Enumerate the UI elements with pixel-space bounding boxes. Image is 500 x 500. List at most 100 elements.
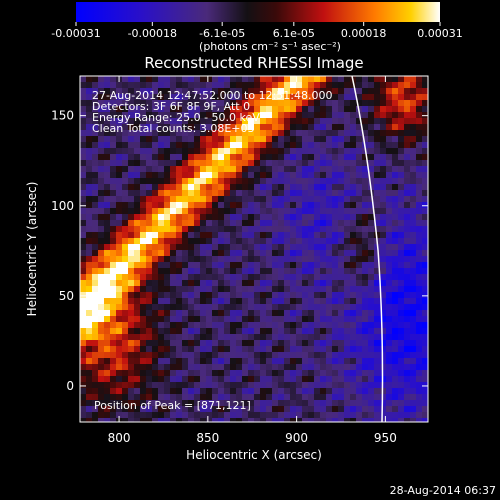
image-pixel: [212, 346, 219, 353]
image-pixel: [158, 268, 165, 275]
image-pixel: [140, 394, 147, 401]
image-pixel: [362, 310, 369, 317]
image-pixel: [80, 250, 87, 257]
image-pixel: [188, 382, 195, 389]
image-pixel: [284, 316, 291, 323]
image-pixel: [296, 244, 303, 251]
image-pixel: [188, 352, 195, 359]
image-pixel: [236, 298, 243, 305]
image-pixel: [140, 382, 147, 389]
image-pixel: [248, 406, 255, 413]
image-pixel: [374, 94, 381, 101]
image-pixel: [398, 178, 405, 185]
image-pixel: [194, 316, 201, 323]
image-pixel: [110, 160, 117, 167]
image-pixel: [338, 166, 345, 173]
image-pixel: [98, 358, 105, 365]
image-pixel: [86, 358, 93, 365]
image-pixel: [224, 388, 231, 395]
image-pixel: [116, 298, 123, 305]
image-pixel: [140, 88, 147, 95]
image-pixel: [326, 310, 333, 317]
image-pixel: [200, 382, 207, 389]
image-pixel: [326, 172, 333, 179]
image-pixel: [218, 370, 225, 377]
image-pixel: [260, 226, 267, 233]
image-pixel: [188, 280, 195, 287]
image-pixel: [206, 310, 213, 317]
image-pixel: [242, 280, 249, 287]
image-pixel: [122, 94, 129, 101]
image-pixel: [356, 376, 363, 383]
image-pixel: [170, 250, 177, 257]
image-pixel: [80, 280, 87, 287]
image-pixel: [92, 358, 99, 365]
image-pixel: [212, 280, 219, 287]
image-pixel: [104, 166, 111, 173]
image-pixel: [320, 400, 327, 407]
image-pixel: [224, 352, 231, 359]
image-pixel: [374, 406, 381, 413]
image-pixel: [416, 262, 423, 269]
image-pixel: [266, 286, 273, 293]
image-pixel: [80, 268, 87, 275]
image-pixel: [284, 166, 291, 173]
image-pixel: [422, 364, 428, 371]
image-pixel: [290, 130, 297, 137]
image-pixel: [254, 406, 261, 413]
image-pixel: [284, 160, 291, 167]
image-pixel: [116, 346, 123, 353]
image-pixel: [338, 316, 345, 323]
image-pixel: [350, 304, 357, 311]
image-pixel: [110, 334, 117, 341]
image-pixel: [140, 358, 147, 365]
image-pixel: [122, 370, 129, 377]
image-pixel: [356, 262, 363, 269]
image-pixel: [296, 106, 303, 113]
image-pixel: [422, 340, 428, 347]
image-pixel: [380, 154, 387, 161]
image-pixel: [272, 244, 279, 251]
image-pixel: [410, 220, 417, 227]
image-pixel: [200, 112, 207, 119]
image-pixel: [92, 304, 99, 311]
image-pixel: [350, 142, 357, 149]
image-pixel: [302, 136, 309, 143]
image-pixel: [176, 178, 183, 185]
image-pixel: [200, 142, 207, 149]
image-pixel: [140, 238, 147, 245]
image-pixel: [218, 88, 225, 95]
image-pixel: [98, 268, 105, 275]
image-pixel: [224, 400, 231, 407]
image-pixel: [332, 232, 339, 239]
image-pixel: [260, 352, 267, 359]
image-pixel: [86, 364, 93, 371]
image-pixel: [104, 76, 111, 83]
image-pixel: [206, 226, 213, 233]
image-pixel: [308, 412, 315, 419]
image-pixel: [422, 88, 428, 95]
image-pixel: [284, 268, 291, 275]
image-pixel: [266, 106, 273, 113]
image-pixel: [266, 202, 273, 209]
image-pixel: [332, 184, 339, 191]
image-pixel: [140, 352, 147, 359]
image-pixel: [320, 346, 327, 353]
image-pixel: [182, 106, 189, 113]
image-pixel: [152, 250, 159, 257]
image-pixel: [410, 256, 417, 263]
image-pixel: [122, 178, 129, 185]
image-pixel: [422, 94, 428, 101]
image-pixel: [92, 214, 99, 221]
image-pixel: [410, 304, 417, 311]
image-pixel: [164, 340, 171, 347]
image-pixel: [356, 172, 363, 179]
image-pixel: [224, 382, 231, 389]
image-pixel: [410, 94, 417, 101]
image-pixel: [284, 376, 291, 383]
image-pixel: [122, 238, 129, 245]
image-pixel: [188, 112, 195, 119]
image-pixel: [224, 178, 231, 185]
image-pixel: [182, 178, 189, 185]
image-pixel: [176, 256, 183, 263]
